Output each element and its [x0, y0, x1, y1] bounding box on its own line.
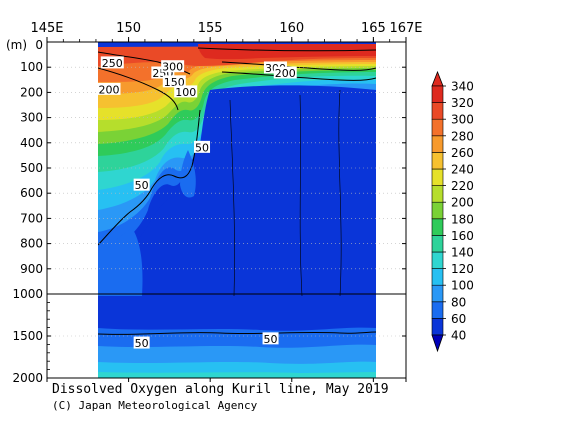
colorbar-swatch	[431, 318, 444, 336]
colorbar-label: 320	[451, 96, 474, 110]
contour-label: 50	[195, 141, 209, 154]
contour-50-upper	[98, 109, 201, 246]
colorbar: 40 60 80 100 120 140 160 180 200 220 240 260 280 300 3…	[431, 70, 474, 353]
colorbar-swatch	[431, 284, 444, 303]
contour-300-east	[197, 47, 376, 52]
colorbar-swatch	[431, 85, 444, 103]
contour-label: 250	[102, 57, 123, 70]
contour-label: 100	[175, 86, 196, 99]
band-lower-120	[98, 372, 376, 378]
y-tick-label: 800	[20, 237, 43, 251]
colorbar-swatch	[431, 251, 444, 269]
colorbar-label: 120	[451, 262, 474, 276]
colorbar-swatch	[431, 201, 444, 220]
colorbar-label: 300	[451, 113, 474, 127]
colorbar-max-arrow	[431, 70, 444, 87]
contour-label-bg	[273, 66, 297, 79]
contour-150-east	[221, 61, 376, 71]
contour-label: 50	[135, 179, 149, 192]
x-tick-label: 165	[361, 21, 386, 36]
x-axis: 145E 150 155 160 165 167E	[30, 21, 423, 382]
colorbar-label: 180	[451, 212, 474, 226]
colorbar-swatch	[431, 152, 444, 170]
colorbar-swatch	[431, 168, 444, 186]
contour-label-bg	[97, 82, 121, 95]
colorbar-label: 40	[451, 329, 466, 343]
x-tick-label: 155	[198, 21, 223, 36]
y-tick-label: 500	[20, 161, 43, 175]
colorbar-label: 80	[451, 295, 466, 309]
contour-label: 50	[135, 337, 149, 350]
colorbar-swatch	[431, 102, 444, 120]
contour-lines	[98, 47, 376, 335]
contour-label: 200	[99, 83, 120, 96]
contour-label: 200	[275, 67, 296, 80]
y-tick-label: 700	[20, 211, 43, 225]
y-tick-label: 2000	[12, 371, 43, 385]
chart-title: Dissolved Oxygen along Kuril line, May 2…	[52, 382, 389, 397]
contour-labels: 25020025030015010050503002005050	[97, 56, 297, 350]
contour-thin-c	[338, 89, 342, 297]
patch-upper-60-a	[98, 228, 143, 296]
colorbar-swatch	[431, 218, 444, 236]
contour-50-lower	[98, 331, 376, 335]
contour-label-bg	[174, 85, 198, 98]
y-tick-label: 100	[20, 60, 43, 74]
x-tick-label: 150	[116, 21, 141, 36]
y-tick-label: 0	[35, 38, 43, 52]
contour-label-bg	[133, 178, 150, 191]
y-unit-label: (m)	[6, 38, 27, 52]
contour-label-bg	[100, 56, 124, 69]
contour-label-bg	[133, 336, 150, 349]
colorbar-swatch	[431, 185, 444, 203]
colorbar-label: 60	[451, 312, 466, 326]
y-tick-label: 400	[20, 136, 43, 150]
colorbar-label: 160	[451, 229, 474, 243]
colorbar-label: 200	[451, 196, 474, 210]
contour-thin-a	[229, 99, 235, 297]
colorbar-label: 220	[451, 179, 474, 193]
band-upper-320	[198, 44, 376, 60]
y-tick-label: 300	[20, 111, 43, 125]
y-tick-label: 1000	[12, 287, 43, 301]
y-tick-label: 900	[20, 262, 43, 276]
x-tick-label: 160	[279, 21, 304, 36]
colorbar-swatch	[431, 268, 444, 286]
contour-label: 300	[162, 61, 183, 74]
y-tick-label: 600	[20, 186, 43, 200]
colorbar-swatch	[431, 135, 444, 153]
y-tick-label: 200	[20, 85, 43, 99]
contour-label: 50	[264, 333, 278, 346]
x-tick-label: 167E	[389, 21, 422, 36]
colorbar-label: 100	[451, 279, 474, 293]
colorbar-label: 260	[451, 146, 474, 160]
contour-200-west	[98, 67, 179, 111]
contour-label-bg	[262, 332, 279, 345]
colorbar-label: 340	[451, 80, 474, 94]
colorbar-label: 240	[451, 163, 474, 177]
colorbar-swatch	[431, 118, 444, 137]
contour-label-bg	[162, 75, 186, 88]
contour-100-east	[221, 71, 376, 81]
y-axis: 0 100 200 300 400 500 600 700 800 900 1000 1500 2000	[12, 38, 406, 385]
colorbar-label: 140	[451, 246, 474, 260]
contour-label-bg	[161, 60, 185, 73]
contour-label-bg	[194, 140, 211, 153]
colorbar-min-arrow	[431, 334, 444, 353]
colorbar-swatch	[431, 301, 444, 319]
colorbar-label: 280	[451, 129, 474, 143]
contour-thin-b	[299, 94, 303, 297]
y-tick-label: 1500	[12, 329, 43, 343]
colorbar-swatch	[431, 235, 444, 253]
credit-text: (C) Japan Meteorological Agency	[52, 399, 258, 412]
band-lower-core	[98, 300, 376, 325]
x-tick-label: 145E	[30, 21, 63, 36]
